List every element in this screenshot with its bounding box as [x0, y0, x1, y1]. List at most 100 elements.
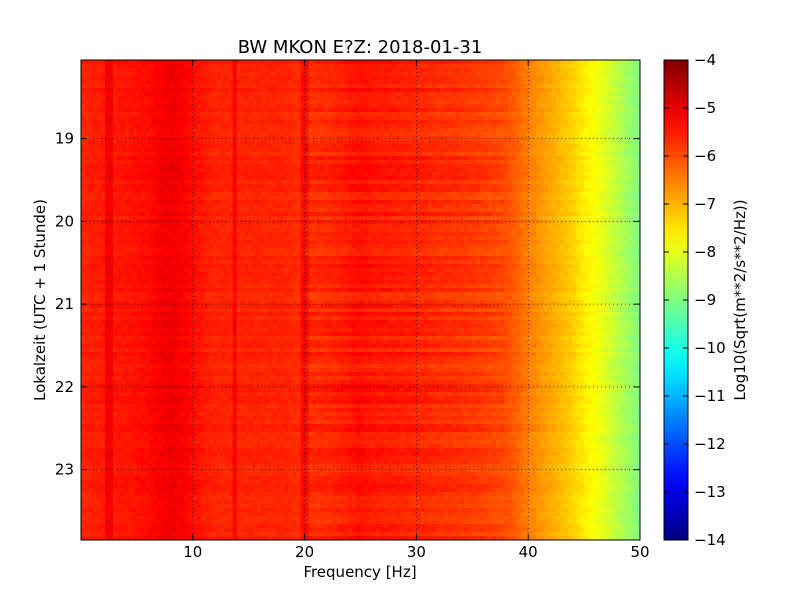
heatmap-cell: [408, 104, 413, 109]
heatmap-cell: [400, 96, 406, 101]
heatmap-cell: [464, 124, 469, 129]
heatmap-cell: [528, 116, 533, 121]
heatmap-cell: [168, 172, 174, 177]
heatmap-cell: [324, 152, 330, 157]
heatmap-cell: [264, 72, 270, 77]
heatmap-cell: [376, 80, 382, 85]
heatmap-cell: [488, 104, 493, 109]
heatmap-cell: [400, 128, 406, 133]
heatmap-cell: [192, 200, 198, 205]
heatmap-cell: [572, 132, 577, 137]
heatmap-cell: [128, 132, 134, 137]
heatmap-cell: [476, 116, 481, 121]
heatmap-cell: [548, 192, 553, 197]
heatmap-cell: [348, 184, 354, 189]
heatmap-cell: [524, 188, 529, 193]
heatmap-cell: [624, 148, 629, 153]
heatmap-cell: [356, 144, 362, 149]
heatmap-cell: [412, 192, 417, 197]
heatmap-cell: [200, 128, 206, 133]
heatmap-cell: [208, 92, 214, 97]
heatmap-cell: [604, 84, 609, 89]
heatmap-cell: [576, 168, 581, 173]
heatmap-cell: [436, 104, 441, 109]
heatmap-cell: [284, 124, 290, 129]
heatmap-cell: [464, 180, 469, 185]
heatmap-cell: [452, 60, 457, 65]
heatmap-cell: [120, 200, 126, 205]
heatmap-cell: [544, 156, 549, 161]
heatmap-cell: [300, 172, 306, 177]
heatmap-cell: [616, 152, 621, 157]
heatmap-cell: [568, 92, 573, 97]
heatmap-cell: [580, 168, 585, 173]
heatmap-cell: [348, 116, 354, 121]
heatmap-cell: [356, 120, 362, 125]
heatmap-cell: [348, 92, 354, 97]
heatmap-cell: [368, 112, 374, 117]
heatmap-cell: [380, 100, 386, 105]
heatmap-cell: [516, 148, 521, 153]
heatmap-cell: [240, 128, 246, 133]
heatmap-cell: [328, 72, 334, 77]
heatmap-cell: [100, 148, 106, 153]
heatmap-cell: [264, 176, 270, 181]
heatmap-cell: [408, 68, 413, 73]
heatmap-cell: [132, 192, 138, 197]
heatmap-cell: [632, 76, 637, 81]
heatmap-cell: [312, 60, 318, 65]
heatmap-cell: [608, 96, 613, 101]
heatmap-cell: [304, 184, 310, 189]
heatmap-cell: [92, 188, 98, 193]
heatmap-cell: [460, 76, 465, 81]
heatmap-cell: [176, 132, 182, 137]
heatmap-cell: [516, 196, 521, 201]
heatmap-cell: [280, 132, 286, 137]
heatmap-cell: [452, 180, 457, 185]
heatmap-cell: [284, 168, 290, 173]
heatmap-cell: [176, 124, 182, 129]
heatmap-cell: [392, 92, 398, 97]
heatmap-cell: [500, 112, 505, 117]
heatmap-cell: [600, 184, 605, 189]
heatmap-cell: [404, 104, 410, 109]
heatmap-cell: [288, 60, 294, 65]
heatmap-cell: [172, 116, 178, 121]
heatmap-cell: [200, 140, 206, 145]
heatmap-cell: [224, 180, 230, 185]
heatmap-cell: [404, 156, 410, 161]
heatmap-cell: [208, 144, 214, 149]
heatmap-cell: [384, 136, 390, 141]
heatmap-cell: [520, 136, 525, 141]
heatmap-cell: [380, 200, 386, 205]
heatmap-cell: [536, 168, 541, 173]
heatmap-cell: [496, 140, 501, 145]
heatmap-cell: [492, 124, 497, 129]
heatmap-cell: [620, 180, 625, 185]
heatmap-cell: [168, 60, 174, 65]
heatmap-cell: [304, 132, 310, 137]
heatmap-cell: [424, 128, 429, 133]
heatmap-cell: [584, 76, 589, 81]
heatmap-cell: [488, 140, 493, 145]
heatmap-cell: [256, 76, 262, 81]
heatmap-cell: [344, 132, 350, 137]
heatmap-cell: [612, 196, 617, 201]
heatmap-cell: [344, 160, 350, 165]
heatmap-cell: [484, 108, 489, 113]
heatmap-cell: [252, 136, 258, 141]
heatmap-cell: [100, 144, 106, 149]
heatmap-cell: [328, 180, 334, 185]
heatmap-cell: [316, 76, 322, 81]
heatmap-cell: [408, 172, 413, 177]
heatmap-cell: [400, 164, 406, 169]
heatmap-cell: [624, 68, 629, 73]
heatmap-cell: [504, 64, 509, 69]
heatmap-cell: [304, 144, 310, 149]
heatmap-cell: [348, 160, 354, 165]
heatmap-cell: [228, 64, 234, 69]
heatmap-cell: [404, 148, 410, 153]
heatmap-cell: [372, 60, 378, 65]
heatmap-cell: [520, 76, 525, 81]
heatmap-cell: [360, 60, 366, 65]
